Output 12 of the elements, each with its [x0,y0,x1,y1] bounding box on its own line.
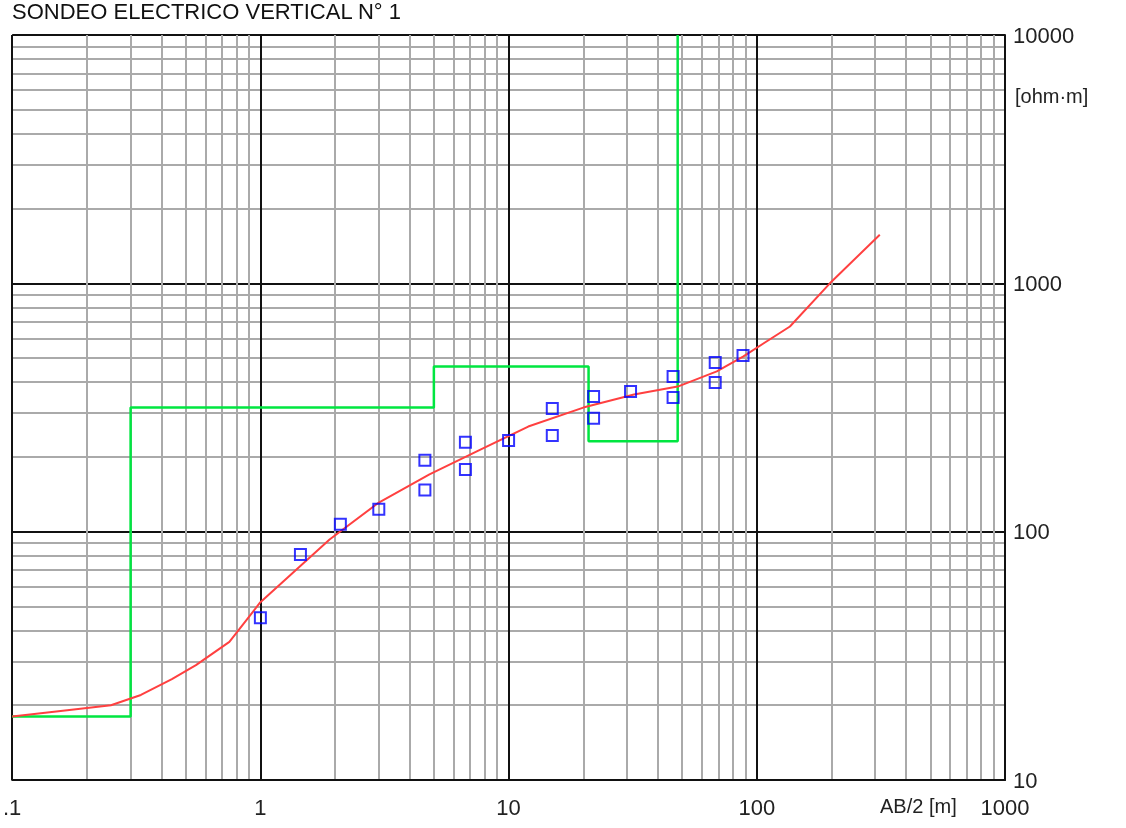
y-tick-label: 10000 [1013,22,1075,48]
x-tick-label: 1000 [980,794,1030,820]
y-tick-label: 1000 [1013,270,1062,296]
x-tick-label: 100 [738,794,776,820]
y-tick-label: 10 [1013,767,1038,793]
x-axis-title: AB/2 [m] [880,795,957,817]
x-tick-label: 10 [496,794,521,820]
x-tick-label: 1 [254,794,267,820]
y-axis-title: [ohm·m] [1015,85,1089,107]
chart-title: SONDEO ELECTRICO VERTICAL N° 1 [12,0,401,24]
x-tick-label: .1 [2,794,22,820]
y-tick-label: 100 [1013,519,1050,545]
